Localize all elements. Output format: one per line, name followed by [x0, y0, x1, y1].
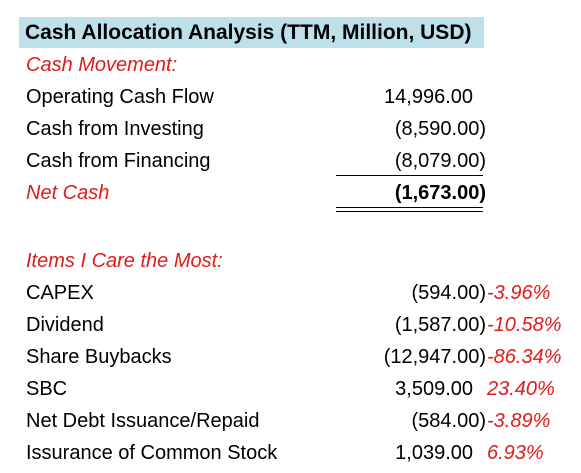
cash-movement-heading: Cash Movement: — [26, 54, 178, 76]
row-pct-sbc: 23.40% — [487, 378, 555, 400]
row-label-sbc: SBC — [26, 378, 68, 400]
row-value-dividend: (1,587.00) — [394, 314, 486, 336]
net-cash-label: Net Cash — [26, 182, 110, 204]
row-value-net-debt: (584.00) — [411, 410, 487, 432]
row-value-capex: (594.00) — [411, 282, 487, 304]
net-cash-value: (1,673.00) — [394, 182, 486, 204]
row-value-share-buybacks: (12,947.00) — [383, 346, 486, 368]
row-label-operating-cash-flow: Operating Cash Flow — [26, 86, 214, 108]
row-label-cash-from-investing: Cash from Investing — [26, 118, 204, 140]
row-pct-share-buybacks: -86.34% — [487, 346, 562, 368]
row-label-cash-from-financing: Cash from Financing — [26, 150, 211, 172]
row-value-common-stock: 1,039.00 — [395, 442, 473, 464]
row-value-sbc: 3,509.00 — [395, 378, 473, 400]
row-pct-dividend: -10.58% — [487, 314, 562, 336]
row-value-operating-cash-flow: 14,996.00 — [384, 86, 473, 108]
subtotal-underline — [336, 175, 483, 176]
row-label-share-buybacks: Share Buybacks — [26, 346, 172, 368]
row-value-cash-from-investing: (8,590.00) — [394, 118, 486, 140]
row-label-common-stock: Issurance of Common Stock — [26, 442, 278, 464]
sheet-title: Cash Allocation Analysis (TTM, Million, … — [19, 17, 484, 48]
care-heading: Items I Care the Most: — [26, 250, 223, 272]
row-label-capex: CAPEX — [26, 282, 94, 304]
row-value-cash-from-financing: (8,079.00) — [394, 150, 486, 172]
row-pct-common-stock: 6.93% — [487, 442, 544, 464]
total-double-underline — [336, 207, 483, 212]
row-pct-capex: -3.96% — [487, 282, 551, 304]
row-label-dividend: Dividend — [26, 314, 104, 336]
row-pct-net-debt: -3.89% — [487, 410, 551, 432]
row-label-net-debt: Net Debt Issuance/Repaid — [26, 410, 260, 432]
